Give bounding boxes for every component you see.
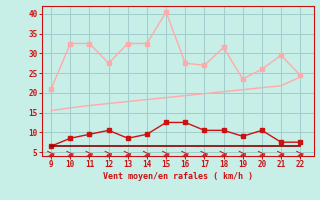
X-axis label: Vent moyen/en rafales ( km/h ): Vent moyen/en rafales ( km/h )	[103, 172, 252, 181]
